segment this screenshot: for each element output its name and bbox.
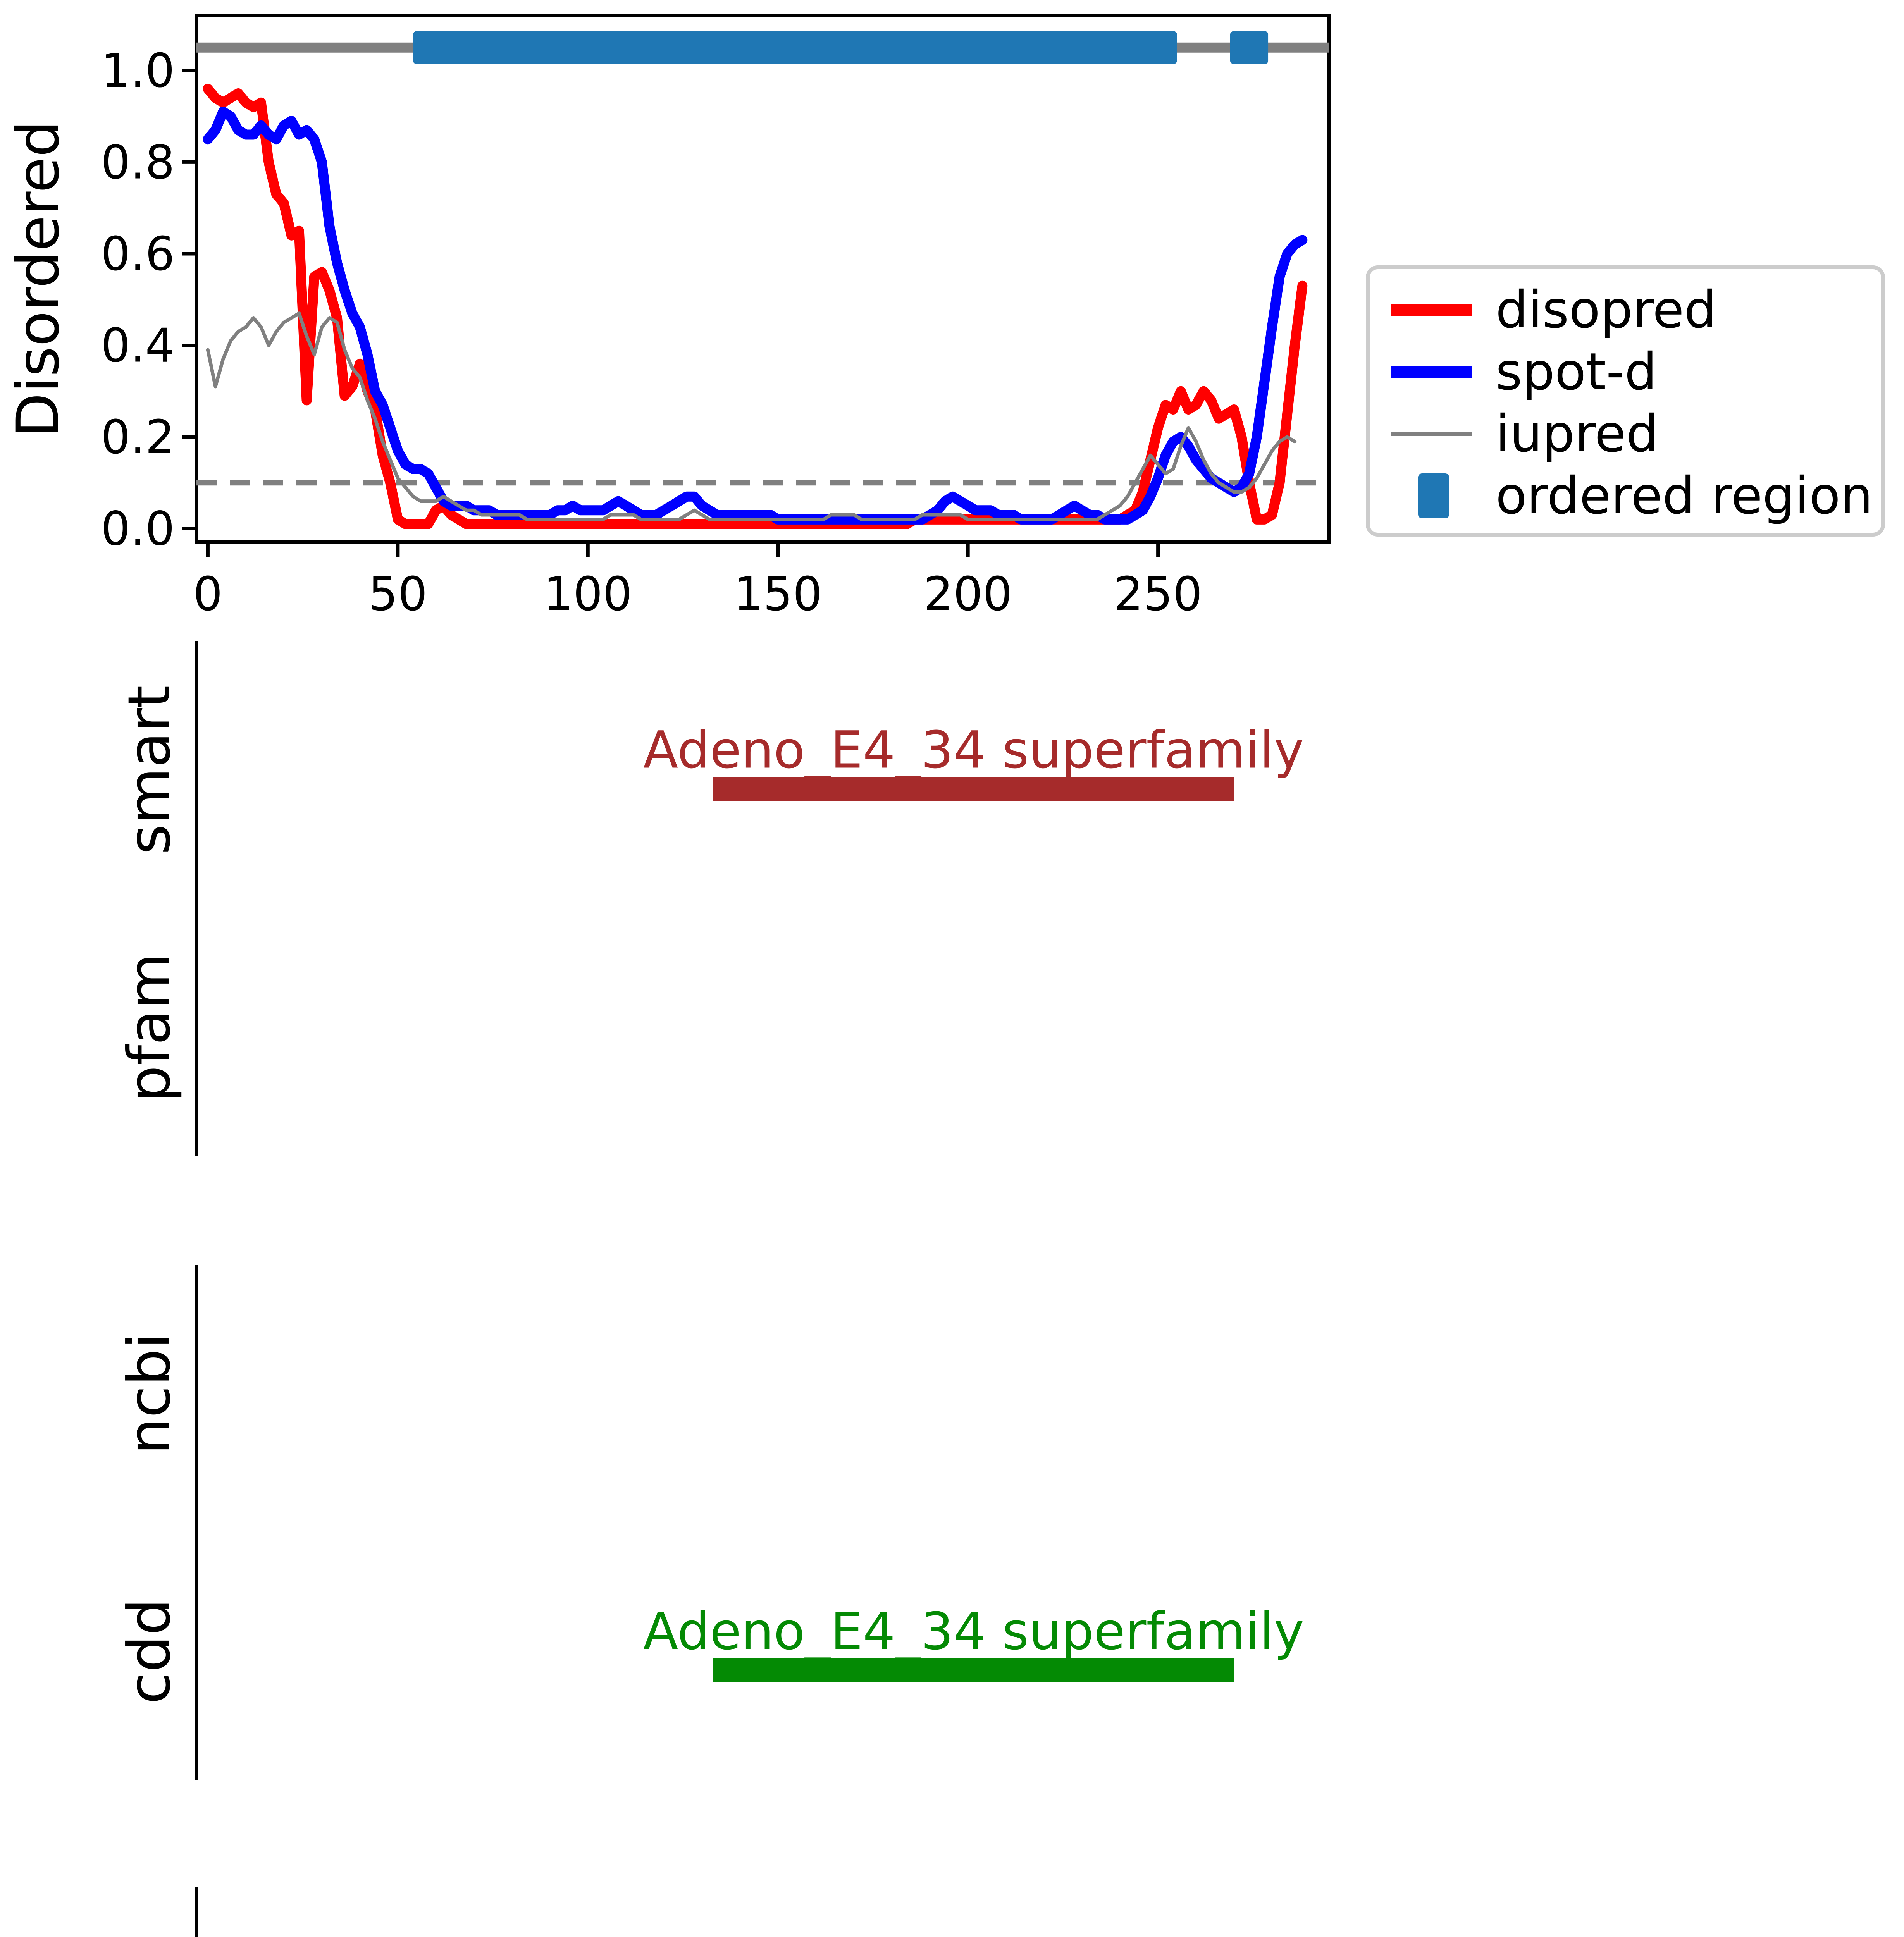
legend-label-disopred: disopred bbox=[1496, 280, 1716, 340]
disorder-x-tick-label: 50 bbox=[368, 568, 428, 621]
disorder-y-tick-label: 0.4 bbox=[101, 319, 175, 373]
disorder-x-tick-label: 250 bbox=[1114, 568, 1202, 621]
smart-pfam-panel-row-label-smart: smart bbox=[116, 685, 183, 855]
smart-pfam-panel: smart pfam Adeno_E4_34 superfamily bbox=[116, 641, 1304, 1156]
disorder-x-tick-label: 150 bbox=[733, 568, 822, 621]
ncbi-cdd-panel: ncbi cdd Adeno_E4_34 superfamily bbox=[116, 1265, 1304, 1780]
legend-box bbox=[1366, 265, 1885, 537]
ordered-region-bar-0 bbox=[413, 31, 1177, 64]
disorder-x-tick-label: 200 bbox=[924, 568, 1012, 621]
series-line-spot-d bbox=[203, 107, 1308, 525]
series-line-iupred bbox=[206, 311, 1297, 521]
disorder-x-tick-label: 0 bbox=[193, 568, 222, 621]
ncbi-cdd-panel-row-label-cdd: cdd bbox=[116, 1598, 183, 1704]
legend-label-iupred: iupred bbox=[1496, 404, 1659, 464]
smart-pfam-panel-row-label-pfam: pfam bbox=[116, 953, 183, 1102]
ncbi-cdd-panel-domain-bar-0 bbox=[713, 1658, 1234, 1682]
smart-pfam-panel-domain-bar-0 bbox=[713, 777, 1234, 801]
disorder-x-tick-label: 100 bbox=[544, 568, 632, 621]
ordered-region-bar-1 bbox=[1230, 31, 1269, 64]
ncbi-cdd-panel-row-label-ncbi: ncbi bbox=[116, 1333, 183, 1454]
legend-swatch-ordered region bbox=[1418, 473, 1449, 518]
legend-label-ordered region: ordered region bbox=[1496, 466, 1873, 526]
ncbi-cdd-panel-domain-label-0: Adeno_E4_34 superfamily bbox=[643, 1602, 1304, 1662]
disorder-y-tick-label: 0.8 bbox=[101, 136, 175, 189]
disorder-axis-label: Disordered bbox=[5, 120, 72, 438]
disorder-y-tick-label: 0.6 bbox=[101, 227, 175, 281]
legend-label-spot-d: spot-d bbox=[1496, 342, 1657, 402]
disorder-y-tick-label: 1.0 bbox=[101, 44, 175, 98]
disorder-y-tick-label: 0.0 bbox=[101, 502, 175, 556]
disorder-panel: 0.0 0.2 0.4 0.6 0.8 1.0 Disordered 0 50 100 150 200… bbox=[5, 14, 1885, 621]
ss-nes-panel: SSHelixCoilSheetNES#12ExperimentalNES pa… bbox=[195, 1887, 198, 1937]
smart-pfam-panel-domain-label-0: Adeno_E4_34 superfamily bbox=[643, 721, 1304, 780]
disorder-y-tick-label: 0.2 bbox=[101, 411, 175, 464]
